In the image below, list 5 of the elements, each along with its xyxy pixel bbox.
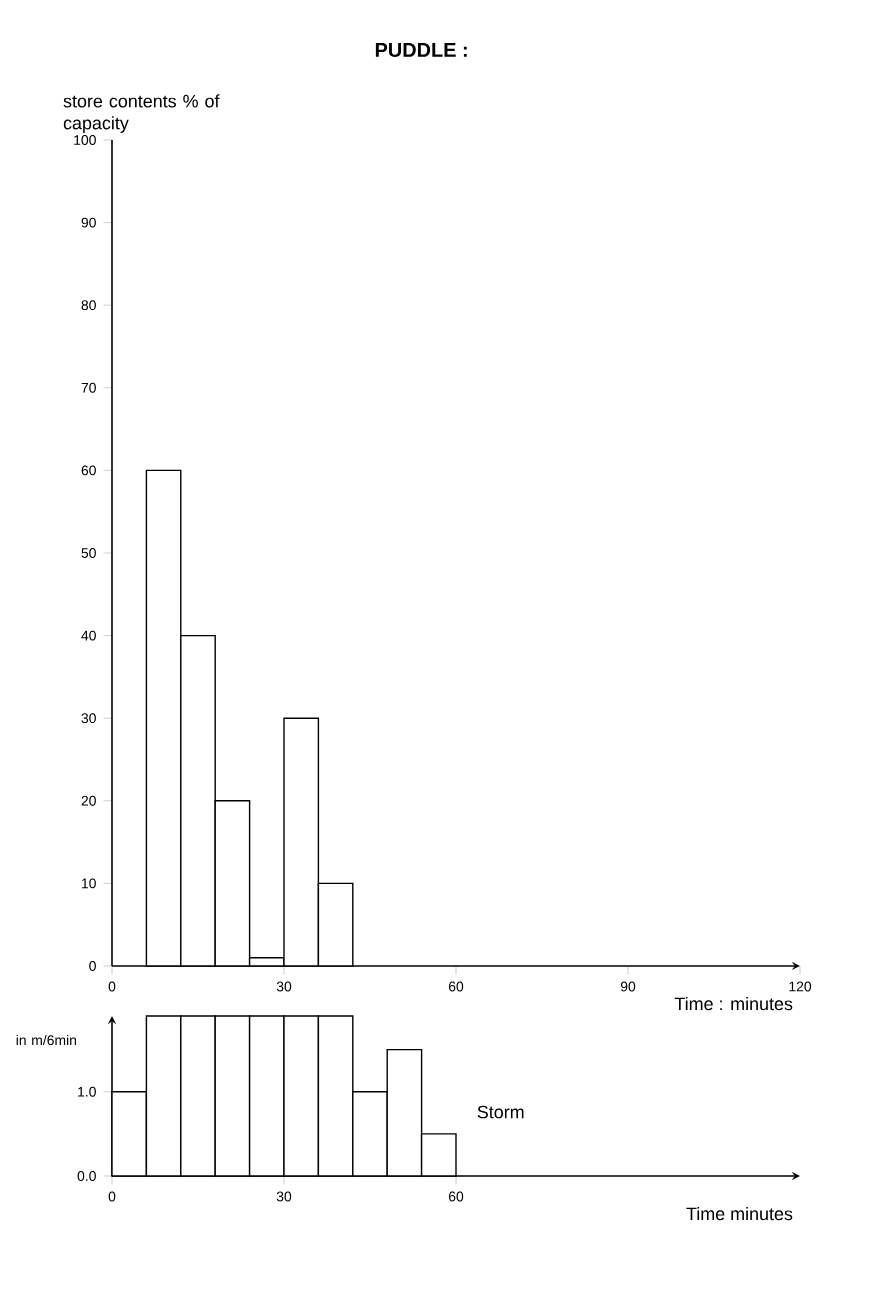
y-axis-title: store contents % of capacity: [63, 94, 220, 133]
annotation: Storm: [477, 1105, 524, 1119]
x-axis-title: Time : minutes: [674, 997, 793, 1011]
x-axis-title: Time minutes: [686, 1207, 793, 1221]
chart-title: PUDDLE :: [375, 43, 467, 57]
